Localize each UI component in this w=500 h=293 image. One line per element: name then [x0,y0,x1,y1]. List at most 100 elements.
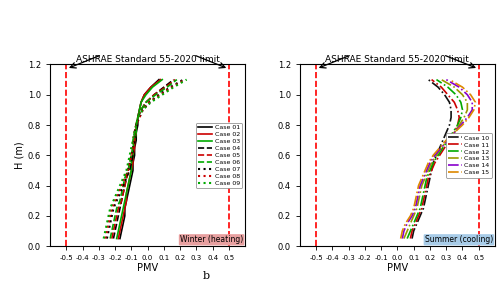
Case 13 [422,176,428,180]
Case 12 [410,222,416,225]
Case 06 [120,184,126,187]
Case 05 [124,176,130,180]
Case 15 [460,85,466,89]
Case 05 [132,138,138,142]
Case 07 [180,78,186,81]
Case 07 [120,184,126,187]
Case 07 [136,116,142,119]
Title: ASHRAE Standard 55-2020 limit: ASHRAE Standard 55-2020 limit [76,55,220,64]
Case 02 [116,237,121,240]
Case 14 [452,131,458,134]
Case 15 [416,184,422,187]
Case 08 [130,146,136,149]
Case 07 [125,169,131,172]
Case 03 [120,207,126,210]
Case 02 [126,176,132,180]
Case 06 [117,199,123,202]
Case 05 [138,108,144,112]
Case 08 [136,116,142,119]
Case 13 [408,222,414,225]
Case 10 [414,222,420,225]
Case 11 [420,199,426,202]
Case 05 [114,214,119,218]
Case 11 [454,108,460,112]
Case 01 [118,229,124,233]
Case 14 [443,78,449,81]
Case 02 [130,161,136,165]
Case 06 [128,154,134,157]
Case 06 [130,138,136,142]
Case 09 [120,176,126,180]
Case 15 [400,229,406,233]
Case 12 [417,207,423,210]
Case 03 [114,237,119,240]
Case 08 [169,85,175,89]
Case 05 [135,116,141,119]
Case 06 [164,85,170,89]
Case 03 [118,214,124,218]
Case 13 [461,116,467,119]
Case 12 [445,138,451,142]
Case 15 [410,207,416,210]
Case 13 [452,131,458,134]
Case 02 [130,154,136,157]
Case 01 [133,138,139,142]
Case 11 [419,207,425,210]
Case 15 [446,78,452,81]
Case 12 [427,169,433,172]
Case 08 [126,161,132,165]
Case 10 [409,237,415,240]
Case 06 [135,116,141,119]
Case 11 [422,191,428,195]
Case 13 [445,138,451,142]
Case 05 [125,169,131,172]
Case 14 [464,93,470,96]
Case 01 [138,100,144,104]
Case 04 [116,214,121,218]
Case 04 [143,100,149,104]
Case 03 [132,138,138,142]
Case 08 [125,169,131,172]
Case 07 [132,138,138,142]
Case 04 [161,85,167,89]
Case 15 [398,237,404,240]
Case 11 [438,85,444,89]
Case 10 [427,176,433,180]
Case 01 [128,176,134,180]
Case 05 [128,154,134,157]
Case 13 [428,161,434,165]
Case 15 [408,214,414,218]
Case 03 [133,131,139,134]
Case 10 [424,191,430,195]
Case 12 [453,93,459,96]
Case 05 [172,78,178,81]
Case 01 [130,161,136,165]
Case 09 [107,207,113,210]
Case 14 [464,116,470,119]
Case 12 [404,237,410,240]
Case 09 [100,237,106,240]
Case 10 [448,108,454,112]
Case 01 [148,85,154,89]
Case 15 [419,176,425,180]
Case 14 [414,199,420,202]
Title: ASHRAE Standard 55-2020 limit: ASHRAE Standard 55-2020 limit [326,55,470,64]
Case 06 [125,169,131,172]
Case 05 [122,184,128,187]
Line: Case 12: Case 12 [407,80,463,239]
Case 10 [435,85,441,89]
Case 09 [128,146,134,149]
Case 14 [445,138,451,142]
Case 04 [132,131,138,134]
Case 01 [156,78,162,81]
Line: Case 13: Case 13 [404,80,468,239]
Case 12 [458,100,464,104]
Case 07 [104,237,110,240]
Case 14 [427,161,433,165]
Case 04 [135,116,141,119]
Case 02 [133,123,139,127]
Case 08 [122,176,128,180]
Case 01 [122,207,128,210]
Case 01 [135,116,141,119]
Case 08 [133,123,139,127]
